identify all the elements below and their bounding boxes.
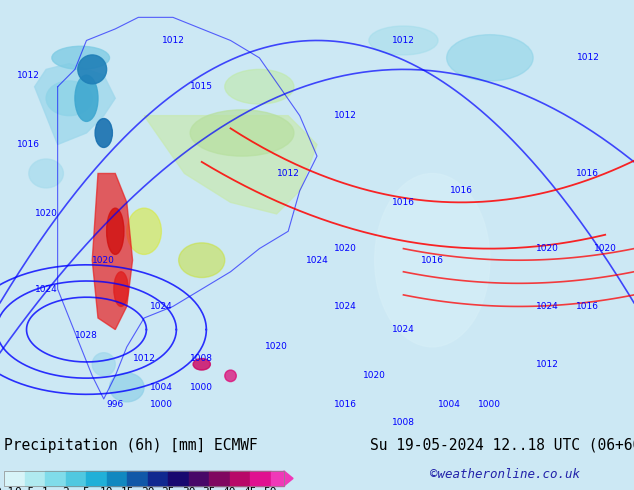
Bar <box>127 471 148 486</box>
Text: 1015: 1015 <box>190 82 213 91</box>
Ellipse shape <box>193 359 210 370</box>
Text: 996: 996 <box>107 400 124 409</box>
Text: 1016: 1016 <box>576 169 599 178</box>
Ellipse shape <box>375 173 490 347</box>
Text: 1012: 1012 <box>17 71 40 80</box>
Polygon shape <box>144 116 317 214</box>
Text: 1024: 1024 <box>392 325 415 334</box>
Text: 1024: 1024 <box>35 285 58 294</box>
Text: 1024: 1024 <box>335 302 357 311</box>
Ellipse shape <box>225 370 236 382</box>
Bar <box>188 471 209 486</box>
Text: 40: 40 <box>223 487 236 490</box>
Text: 1016: 1016 <box>392 198 415 207</box>
Ellipse shape <box>179 243 225 277</box>
Text: 1012: 1012 <box>162 36 184 45</box>
Text: 1: 1 <box>42 487 48 490</box>
Text: 35: 35 <box>202 487 216 490</box>
Ellipse shape <box>46 81 92 116</box>
Ellipse shape <box>447 35 533 81</box>
Ellipse shape <box>127 208 162 254</box>
Text: 20: 20 <box>141 487 154 490</box>
Text: 1004: 1004 <box>438 400 461 409</box>
Text: 1000: 1000 <box>190 383 213 392</box>
Text: 1020: 1020 <box>93 256 115 265</box>
Ellipse shape <box>369 26 438 55</box>
Text: 1004: 1004 <box>150 383 173 392</box>
Text: 1012: 1012 <box>277 169 300 178</box>
Polygon shape <box>92 173 133 330</box>
Text: 5: 5 <box>82 487 89 490</box>
Text: 2: 2 <box>62 487 69 490</box>
Ellipse shape <box>110 373 144 402</box>
Text: 0.5: 0.5 <box>15 487 35 490</box>
Text: 1012: 1012 <box>392 36 415 45</box>
Ellipse shape <box>52 46 110 70</box>
Text: 1012: 1012 <box>576 53 599 62</box>
Text: 1012: 1012 <box>334 111 357 120</box>
Bar <box>250 471 271 486</box>
Bar <box>4 471 284 486</box>
Ellipse shape <box>107 208 124 254</box>
Text: 1020: 1020 <box>334 244 357 253</box>
Bar <box>209 471 230 486</box>
Text: 0.1: 0.1 <box>0 487 14 490</box>
Bar <box>107 471 127 486</box>
Ellipse shape <box>78 55 107 84</box>
Ellipse shape <box>95 119 112 147</box>
Text: 1016: 1016 <box>17 140 41 149</box>
Text: 1008: 1008 <box>190 354 213 363</box>
Text: 1024: 1024 <box>150 302 172 311</box>
Text: 1024: 1024 <box>536 302 559 311</box>
Bar <box>86 471 107 486</box>
Text: 1016: 1016 <box>576 302 599 311</box>
Text: 1020: 1020 <box>594 244 617 253</box>
Text: ©weatheronline.co.uk: ©weatheronline.co.uk <box>430 468 580 481</box>
Text: Precipitation (6h) [mm] ECMWF: Precipitation (6h) [mm] ECMWF <box>4 438 258 453</box>
Ellipse shape <box>190 110 294 156</box>
Ellipse shape <box>75 75 98 122</box>
Text: Su 19-05-2024 12..18 UTC (06+60): Su 19-05-2024 12..18 UTC (06+60) <box>370 438 634 453</box>
Text: 30: 30 <box>182 487 195 490</box>
Text: 1016: 1016 <box>450 186 472 196</box>
Ellipse shape <box>29 159 63 188</box>
Bar <box>65 471 86 486</box>
Text: 1008: 1008 <box>392 417 415 427</box>
Bar <box>271 471 284 486</box>
Polygon shape <box>35 64 115 145</box>
Text: 50: 50 <box>264 487 277 490</box>
Text: 1016: 1016 <box>334 400 358 409</box>
Ellipse shape <box>225 70 294 104</box>
Text: 1000: 1000 <box>479 400 501 409</box>
Polygon shape <box>284 471 293 486</box>
Text: 1012: 1012 <box>536 360 559 369</box>
Bar <box>148 471 168 486</box>
Text: 10: 10 <box>100 487 113 490</box>
Bar <box>25 471 45 486</box>
Text: 1020: 1020 <box>35 209 58 219</box>
Bar <box>230 471 250 486</box>
Text: 1020: 1020 <box>363 371 386 380</box>
Text: 15: 15 <box>120 487 134 490</box>
Text: 1020: 1020 <box>536 244 559 253</box>
Bar <box>168 471 188 486</box>
Text: 25: 25 <box>161 487 175 490</box>
Text: 1028: 1028 <box>75 331 98 340</box>
Text: 1020: 1020 <box>265 343 288 351</box>
Ellipse shape <box>92 353 115 376</box>
Text: 1024: 1024 <box>306 256 328 265</box>
Text: 1012: 1012 <box>133 354 155 363</box>
Ellipse shape <box>114 272 128 306</box>
Text: 1000: 1000 <box>150 400 173 409</box>
Bar <box>45 471 65 486</box>
Bar <box>4 471 25 486</box>
Text: 1016: 1016 <box>421 256 444 265</box>
Text: 45: 45 <box>243 487 257 490</box>
